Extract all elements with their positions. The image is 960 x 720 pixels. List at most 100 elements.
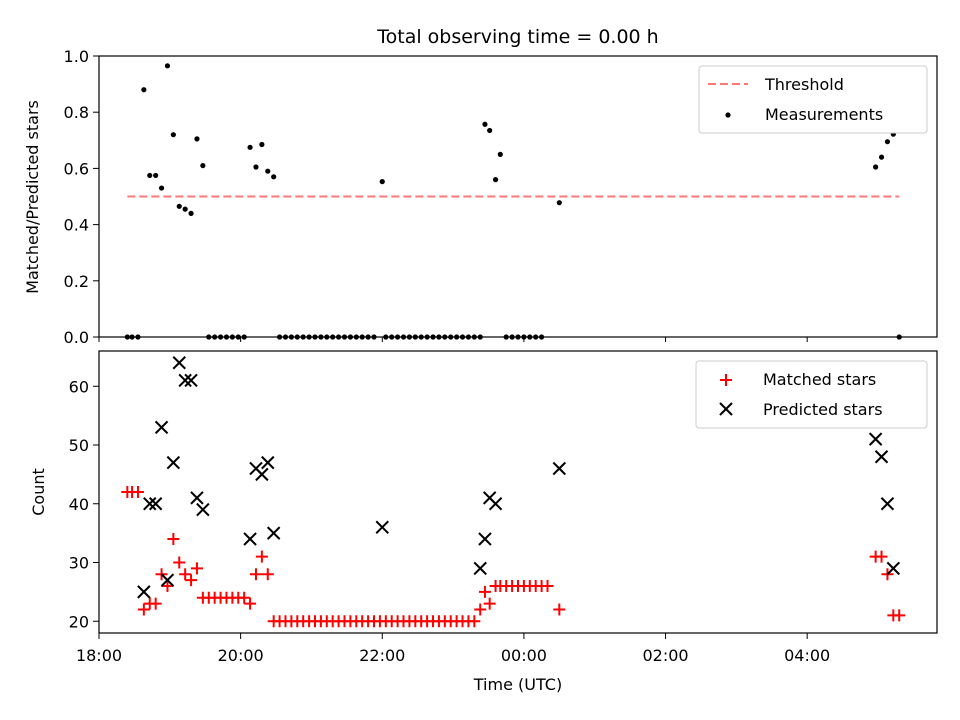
top-y-tick-label: 0.0 [64, 328, 89, 347]
predicted-star-point [478, 532, 492, 546]
bottom-y-tick-label: 20 [69, 612, 89, 631]
top-y-tick-label: 1.0 [64, 47, 89, 66]
legend-matched-label: Matched stars [763, 370, 876, 389]
top-y-tick-label: 0.2 [64, 272, 89, 291]
legend-predicted-label: Predicted stars [763, 400, 883, 419]
predicted-star-point [473, 561, 487, 576]
matched-star-point [255, 550, 268, 563]
measurement-point [271, 174, 277, 180]
measurement-point [884, 139, 891, 145]
x-tick-label: 22:00 [359, 646, 405, 665]
predicted-star-point [255, 467, 269, 482]
predicted-star-point [172, 356, 186, 370]
measurement-point [556, 200, 562, 206]
top-axes: 0.0 0.2 0.4 0.6 0.8 1.0 [64, 47, 808, 347]
predicted-star-point [137, 585, 151, 599]
measurement-point [497, 151, 503, 157]
predicted-star-point [488, 497, 503, 511]
measurement-point [482, 121, 488, 127]
top-legend: Threshold Measurements [698, 65, 928, 134]
measurement-point [253, 164, 259, 170]
bottom-panel: 20 30 40 50 60 18:00 20:00 22:00 00:00 02:00 04:00… [29, 350, 938, 694]
matched-star-point [190, 562, 203, 575]
measurement-point [170, 132, 176, 138]
legend-threshold-label: Threshold [764, 75, 844, 94]
bottom-y-tick-label: 50 [69, 436, 89, 455]
x-tick-label: 18:00 [76, 646, 122, 665]
predicted-star-point [143, 497, 157, 511]
legend-matched-swatch [720, 374, 732, 386]
legend-measurements-swatch [725, 112, 731, 118]
measurement-point [379, 179, 385, 185]
x-tick-label: 04:00 [784, 646, 830, 665]
matched-star-point [468, 615, 481, 628]
predicted-star-point [196, 502, 210, 517]
matched-star-point [149, 597, 162, 610]
measurement-point [141, 87, 147, 93]
matched-star-point [161, 580, 174, 592]
measurement-point [182, 206, 188, 212]
predicted-star-point [190, 491, 204, 505]
predicted-star-point [266, 526, 281, 540]
predicted-star-point [154, 420, 169, 435]
matched-star-point [474, 603, 487, 616]
matched-star-point [553, 603, 566, 616]
measurement-point [147, 172, 153, 179]
predicted-star-point [880, 497, 895, 511]
chart-title: Total observing time = 0.00 h [376, 26, 658, 48]
bottom-marks [121, 356, 906, 628]
predicted-star-point [178, 373, 192, 388]
x-axis-label: Time (UTC) [473, 675, 562, 694]
matched-star-point [249, 568, 262, 581]
matched-star-point [137, 603, 150, 616]
matched-star-point [478, 585, 491, 598]
matched-star-point [167, 533, 180, 545]
bottom-y-tick-label: 60 [69, 377, 89, 396]
top-y-axis-label: Matched/Predicted stars [23, 100, 42, 294]
x-tick-label: 02:00 [642, 646, 688, 665]
measurement-point [164, 63, 171, 69]
predicted-star-point [184, 373, 198, 388]
matched-star-point [483, 597, 496, 610]
predicted-star-point [868, 432, 883, 446]
measurement-point [492, 177, 499, 183]
predicted-star-point [874, 450, 889, 464]
predicted-star-point [886, 561, 901, 576]
predicted-star-point [243, 532, 257, 546]
bottom-y-tick-label: 30 [69, 554, 89, 573]
matched-star-point [261, 568, 274, 581]
measurement-point [188, 210, 194, 216]
measurement-point [158, 185, 165, 191]
predicted-star-point [552, 461, 567, 476]
measurement-point [265, 168, 271, 174]
matched-star-point [244, 597, 257, 610]
measurement-point [878, 154, 885, 160]
matched-star-point [541, 580, 554, 592]
matched-star-point [238, 591, 251, 604]
measurement-point [194, 136, 200, 142]
measurement-point [153, 172, 159, 179]
bottom-legend-box [695, 360, 928, 429]
measurement-point [200, 162, 206, 169]
legend-predicted-swatch [719, 402, 733, 416]
predicted-star-point [261, 455, 275, 470]
bottom-axes-frame [98, 350, 938, 634]
measurement-point [487, 127, 493, 134]
measurement-point [247, 144, 253, 150]
predicted-star-point [160, 573, 175, 587]
bottom-axes: 20 30 40 50 60 18:00 20:00 22:00 00:00 02:00 04:00 [69, 377, 831, 665]
top-y-tick-label: 0.4 [64, 216, 89, 235]
matched-star-point [875, 550, 888, 563]
matched-star-point [179, 568, 192, 581]
legend-measurements-label: Measurements [765, 105, 883, 124]
matched-star-point [185, 574, 198, 587]
predicted-star-point [148, 497, 163, 511]
x-tick-label: 20:00 [218, 646, 264, 665]
top-y-tick-label: 0.8 [64, 103, 89, 122]
bottom-legend: Matched stars Predicted stars [695, 360, 928, 429]
top-panel: 0.0 0.2 0.4 0.6 0.8 1.0 Matched/Predicted sta… [23, 47, 938, 347]
matched-star-point [131, 486, 144, 498]
predicted-star-point [375, 520, 389, 534]
x-tick-label: 00:00 [501, 646, 547, 665]
